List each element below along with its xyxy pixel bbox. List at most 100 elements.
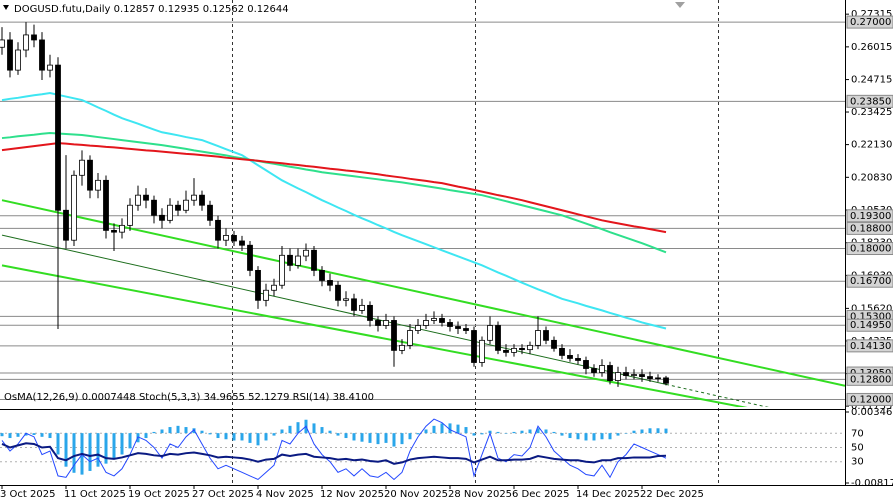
candle-body <box>15 49 21 71</box>
osma-bar <box>232 433 236 441</box>
candle-body <box>383 320 389 326</box>
level-label: 0.14950 <box>850 320 891 331</box>
osma-bar <box>88 433 92 471</box>
candle-body <box>287 254 293 266</box>
candle-body <box>399 344 405 351</box>
candle-body <box>191 194 197 201</box>
level-label: 0.18000 <box>850 244 891 255</box>
osma-bar <box>416 433 420 435</box>
level-label: 0.18800 <box>850 223 891 234</box>
osma-bar <box>144 433 148 439</box>
level-label: 0.12000 <box>850 394 891 405</box>
x-tick-label: 4 Nov 2025 <box>256 489 314 500</box>
osma-bar <box>464 427 468 434</box>
osma-bar <box>392 433 396 447</box>
candle-body <box>231 235 237 242</box>
osma-bar <box>64 433 68 467</box>
candle-body <box>599 365 605 373</box>
osma-bar <box>160 429 164 434</box>
oscillator-line <box>1 418 667 481</box>
osma-bar <box>56 433 60 455</box>
osma-bar <box>264 433 268 441</box>
osma-bar <box>576 433 580 440</box>
osma-bar <box>272 433 276 436</box>
osma-bar <box>552 431 556 434</box>
oscillator-line <box>1 442 667 465</box>
candle-body <box>103 179 109 231</box>
osma-bar <box>560 433 564 436</box>
level-label: 0.27000 <box>850 17 891 28</box>
osma-bar <box>408 433 412 440</box>
trend-line <box>1 234 667 385</box>
candle-body <box>359 304 365 311</box>
level-label-box <box>846 372 893 386</box>
trend-line-extension <box>665 383 770 407</box>
osma-bar <box>280 429 284 434</box>
level-label-box <box>846 318 893 332</box>
indicator-title: OsMA(12,26,9) 0.0007448 Stoch(5,3,3) 34.… <box>4 392 374 403</box>
candle-body <box>631 374 637 376</box>
osma-bar <box>112 433 116 459</box>
trend-line <box>1 199 667 348</box>
level-label-box <box>846 209 893 223</box>
osma-bar <box>472 433 476 436</box>
candle-body <box>551 339 557 349</box>
candle-body <box>447 322 453 327</box>
candle-body <box>167 204 173 221</box>
y-tick-label: 0.11735 <box>851 401 892 412</box>
osma-bar <box>152 431 156 434</box>
y-tick-label: 0.24715 <box>851 75 892 86</box>
candle-body <box>39 39 45 71</box>
candle-body <box>439 318 445 323</box>
osma-bar <box>528 429 532 434</box>
osma-bar <box>120 433 124 455</box>
osma-bar <box>424 429 428 434</box>
candle-body <box>0 39 5 48</box>
candle-body <box>471 330 477 363</box>
osma-bar <box>40 433 44 437</box>
candle-body <box>607 365 613 381</box>
level-label-box <box>846 274 893 288</box>
candle-body <box>207 204 213 221</box>
symbol-icon <box>3 5 9 10</box>
y-tick-label: -0.008176 <box>851 478 893 489</box>
candle-body <box>431 318 437 321</box>
candle-body <box>615 372 621 381</box>
osma-bar <box>168 427 172 434</box>
osma-bar <box>96 433 100 467</box>
candle-body <box>247 244 253 271</box>
shift-marker <box>675 2 685 8</box>
osma-bar <box>480 433 484 435</box>
candle-body <box>375 320 381 326</box>
candle-body <box>263 289 269 301</box>
x-tick-label: 22 Dec 2025 <box>640 489 704 500</box>
osma-bar <box>24 433 28 436</box>
osma-bar <box>664 428 668 434</box>
x-tick-label: 12 Nov 2025 <box>320 489 384 500</box>
osma-bar <box>632 430 636 434</box>
candle-body <box>495 325 501 351</box>
y2-tick-label: 30 <box>851 457 864 468</box>
candle-body <box>583 360 589 369</box>
osma-bar <box>376 433 380 445</box>
osma-bar <box>640 429 644 434</box>
y-tick-label: 0.23425 <box>851 107 892 118</box>
level-label: 0.14130 <box>850 341 891 352</box>
candle-body <box>639 374 645 377</box>
level-label: 0.15300 <box>850 311 891 322</box>
osma-bar <box>616 433 620 436</box>
osma-bar <box>496 431 500 434</box>
osma-bar <box>184 427 188 434</box>
y-tick-label: 0.15620 <box>851 303 892 314</box>
osma-bar <box>320 427 324 434</box>
osma-bar <box>248 433 252 443</box>
candle-body <box>183 199 189 211</box>
osma-bar <box>8 433 12 439</box>
osma-bar <box>568 433 572 439</box>
osma-bar <box>504 433 508 434</box>
y-tick-label: 0.003469 <box>851 407 893 418</box>
candle-body <box>295 255 301 266</box>
candle-body <box>655 377 661 380</box>
x-tick-label: 11 Oct 2025 <box>64 489 126 500</box>
